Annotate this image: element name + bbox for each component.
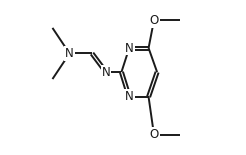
Text: O: O	[149, 128, 159, 141]
Text: N: N	[125, 90, 134, 103]
Text: N: N	[102, 66, 110, 79]
Text: N: N	[125, 42, 134, 55]
Text: N: N	[65, 47, 74, 60]
Text: O: O	[149, 14, 159, 27]
